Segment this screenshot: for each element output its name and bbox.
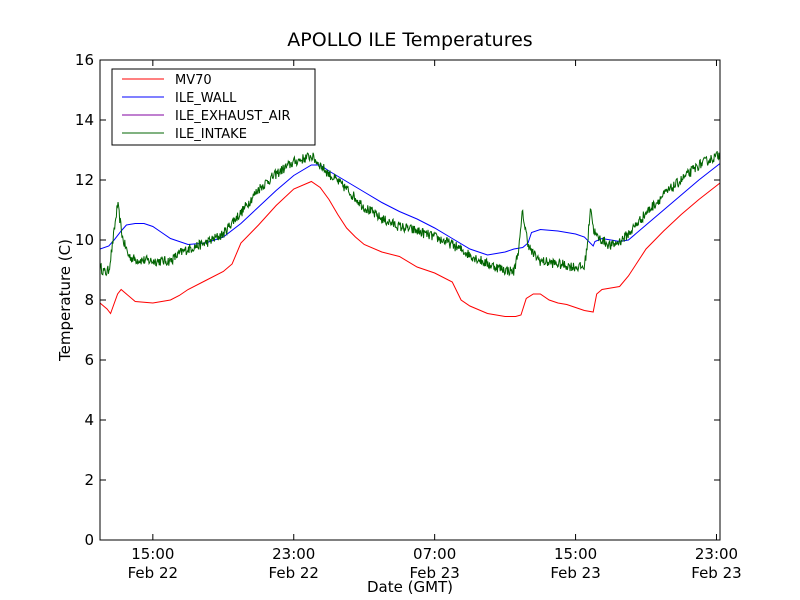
series-line-mv70: [100, 180, 720, 317]
y-tick-label: 12: [75, 171, 94, 189]
series-layer: [100, 151, 720, 317]
x-tick-label-date: Feb 22: [128, 564, 178, 582]
x-tick-label-time: 23:00: [272, 545, 315, 563]
y-tick-label: 4: [84, 411, 94, 429]
chart-title: APOLLO ILE Temperatures: [287, 29, 532, 51]
x-tick-label-time: 23:00: [695, 545, 738, 563]
x-axis-label: Date (GMT): [367, 578, 453, 596]
legend-label: ILE_EXHAUST_AIR: [175, 109, 291, 124]
legend-label: ILE_INTAKE: [175, 127, 247, 142]
y-tick-label: 0: [84, 531, 94, 549]
legend-box: [111, 68, 316, 146]
x-tick-label-date: Feb 23: [409, 564, 459, 582]
x-tick-label-date: Feb 23: [550, 564, 600, 582]
x-tick-label-date: Feb 23: [691, 564, 741, 582]
legend-label: ILE_WALL: [175, 91, 237, 106]
legend-label: MV70: [175, 73, 212, 88]
x-tick-label-time: 15:00: [554, 545, 597, 563]
y-axis-label: Temperature (C): [56, 239, 74, 362]
x-tick-label-time: 15:00: [131, 545, 174, 563]
series-line-ile-wall: [100, 163, 720, 256]
y-tick-label: 16: [75, 51, 94, 69]
y-tick-label: 14: [75, 111, 94, 129]
y-tick-label: 2: [84, 471, 94, 489]
x-tick-label-time: 07:00: [413, 545, 456, 563]
legend: MV70 ILE_WALL ILE_EXHAUST_AIR ILE_INTAKE: [111, 68, 316, 146]
series-line-ile-intake: [100, 151, 720, 277]
y-tick-label: 10: [75, 231, 94, 249]
y-tick-label: 8: [84, 291, 94, 309]
x-tick-label-date: Feb 22: [269, 564, 319, 582]
y-tick-label: 6: [84, 351, 94, 369]
